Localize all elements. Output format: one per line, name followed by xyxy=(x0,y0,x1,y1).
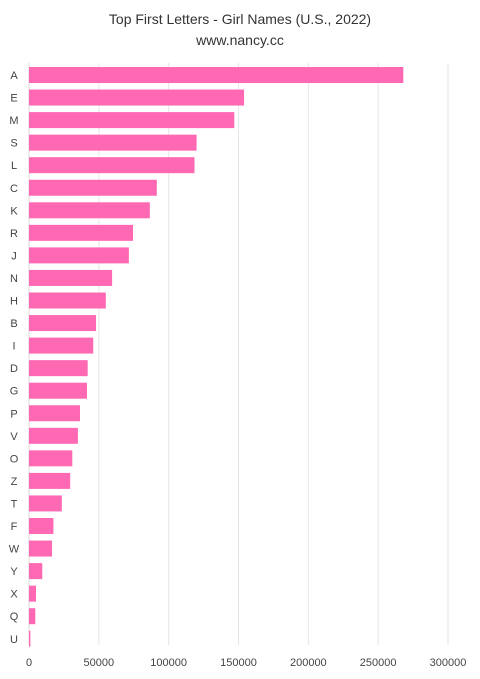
x-tick-label: 200000 xyxy=(290,657,327,669)
category-label: F xyxy=(11,521,18,533)
category-label: L xyxy=(11,160,17,172)
bar xyxy=(29,157,195,174)
x-tick-label: 150000 xyxy=(220,657,257,669)
x-tick-label: 100000 xyxy=(150,657,187,669)
category-label: U xyxy=(10,634,18,646)
bar xyxy=(29,427,78,444)
category-label: R xyxy=(10,228,18,240)
bar xyxy=(29,292,106,309)
category-label: S xyxy=(10,138,17,150)
category-label: W xyxy=(9,544,20,556)
bar xyxy=(29,179,157,196)
x-tick-label: 0 xyxy=(26,657,32,669)
bar xyxy=(29,269,113,286)
bar xyxy=(29,405,80,422)
category-label: T xyxy=(11,498,18,510)
x-tick-label: 300000 xyxy=(430,657,467,669)
bar xyxy=(29,337,94,354)
x-tick-label: 250000 xyxy=(360,657,397,669)
category-label: V xyxy=(10,431,18,443)
bar xyxy=(29,495,62,512)
category-label: I xyxy=(12,341,15,353)
bar xyxy=(29,247,129,264)
bar xyxy=(29,112,235,129)
category-label: O xyxy=(10,453,19,465)
bar xyxy=(29,450,73,467)
category-label: Y xyxy=(10,566,18,578)
category-label: P xyxy=(10,408,17,420)
category-label: N xyxy=(10,273,18,285)
category-label: X xyxy=(10,589,18,601)
bar xyxy=(29,585,36,602)
bar xyxy=(29,134,197,151)
x-tick-label: 50000 xyxy=(84,657,115,669)
category-label: Q xyxy=(10,611,19,623)
category-label: M xyxy=(9,115,18,127)
bar xyxy=(29,630,31,647)
category-label: J xyxy=(11,250,17,262)
category-label: C xyxy=(10,183,18,195)
bar xyxy=(29,315,97,332)
category-label: A xyxy=(10,70,18,82)
category-label: E xyxy=(10,93,17,105)
category-label: Z xyxy=(11,476,18,488)
bar xyxy=(29,540,53,557)
category-label: G xyxy=(10,386,19,398)
bar xyxy=(29,382,87,399)
category-label: K xyxy=(10,205,18,217)
bar xyxy=(29,563,43,580)
category-label: B xyxy=(10,318,17,330)
bar xyxy=(29,67,404,83)
bar xyxy=(29,608,36,625)
bar xyxy=(29,518,54,534)
bar xyxy=(29,360,88,377)
bar xyxy=(29,202,150,219)
bar xyxy=(29,224,134,241)
category-label: D xyxy=(10,363,18,375)
bar xyxy=(29,89,245,106)
category-label: H xyxy=(10,296,18,308)
chart-subtitle: www.nancy.cc xyxy=(196,32,284,48)
chart-title: Top First Letters - Girl Names (U.S., 20… xyxy=(108,11,372,27)
bar xyxy=(29,472,71,489)
